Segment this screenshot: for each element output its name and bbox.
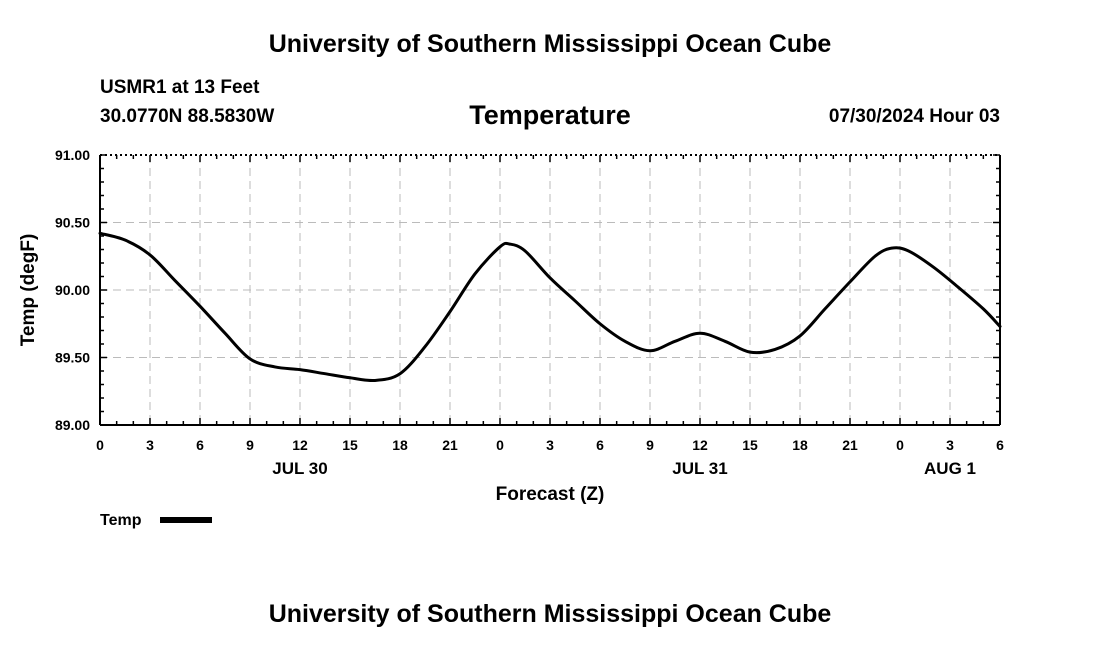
x-tick-label: 0 (96, 437, 104, 453)
forecast-timestamp: 07/30/2024 Hour 03 (828, 106, 1000, 127)
station-coordinates: 30.0770N 88.5830W (100, 106, 275, 127)
y-tick-label: 90.00 (55, 282, 90, 298)
x-tick-label: 3 (146, 437, 154, 453)
date-label: JUL 31 (672, 459, 727, 478)
x-tick-label: 15 (742, 437, 758, 453)
legend-label-temp: Temp (100, 512, 142, 529)
x-tick-label: 12 (292, 437, 308, 453)
x-tick-label: 6 (996, 437, 1004, 453)
x-tick-label: 21 (842, 437, 858, 453)
x-tick-label: 9 (246, 437, 254, 453)
x-tick-label: 12 (692, 437, 708, 453)
x-tick-label: 6 (596, 437, 604, 453)
page-title: University of Southern Mississippi Ocean… (268, 30, 832, 58)
x-axis-title: Forecast (Z) (496, 484, 605, 505)
y-tick-label: 89.00 (55, 417, 90, 433)
station-label: USMR1 at 13 Feet (100, 77, 260, 98)
date-label: JUL 30 (272, 459, 327, 478)
chart-title: Temperature (469, 100, 631, 130)
x-tick-label: 15 (342, 437, 358, 453)
series-line-temp (98, 231, 1002, 383)
x-tick-label: 9 (646, 437, 654, 453)
y-tick-label: 91.00 (55, 147, 90, 163)
x-tick-label: 3 (546, 437, 554, 453)
y-tick-label: 90.50 (55, 215, 90, 231)
x-tick-label: 18 (792, 437, 808, 453)
footer-title: University of Southern Mississippi Ocean… (268, 600, 832, 628)
y-tick-label: 89.50 (55, 350, 90, 366)
x-tick-label: 3 (946, 437, 954, 453)
date-label: AUG 1 (924, 459, 976, 478)
x-tick-label: 0 (496, 437, 504, 453)
x-tick-label: 18 (392, 437, 408, 453)
x-tick-label: 0 (896, 437, 904, 453)
y-axis-title: Temp (degF) (18, 234, 39, 347)
x-tick-label: 6 (196, 437, 204, 453)
x-tick-label: 21 (442, 437, 458, 453)
